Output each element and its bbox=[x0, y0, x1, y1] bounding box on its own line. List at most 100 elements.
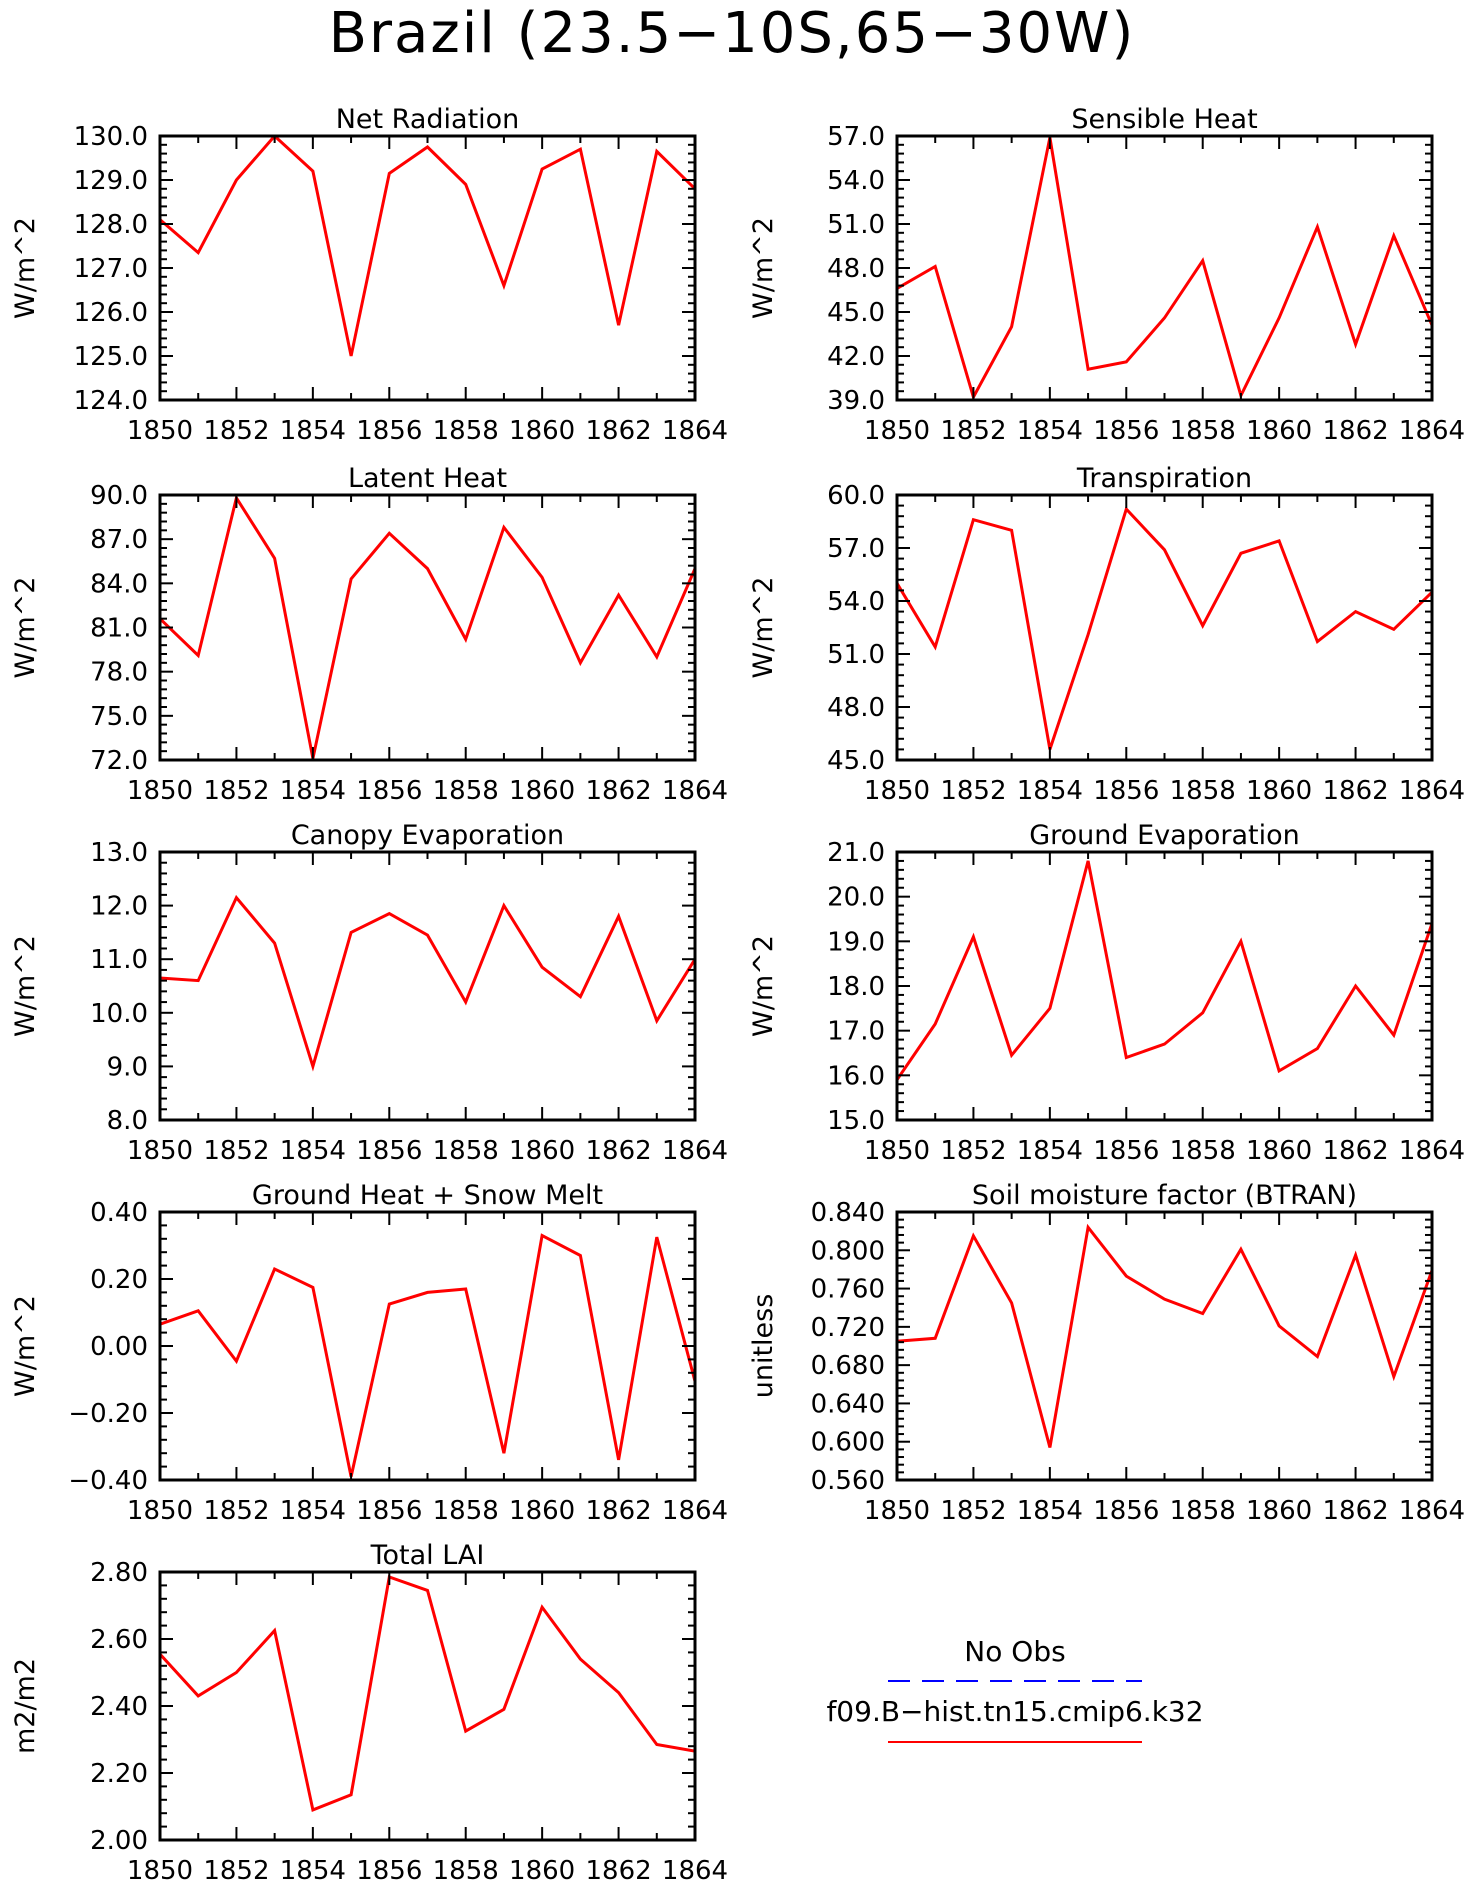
y-tick-label: 15.0 bbox=[827, 1106, 885, 1136]
panel-title: Ground Heat + Snow Melt bbox=[252, 1180, 603, 1211]
y-axis-label: W/m^2 bbox=[10, 217, 41, 319]
x-tick-label: 1854 bbox=[280, 1136, 346, 1166]
y-tick-label: 13.0 bbox=[90, 838, 148, 868]
y-tick-label: 78.0 bbox=[90, 658, 148, 688]
y-tick-label: 124.0 bbox=[74, 386, 148, 416]
y-tick-label: 8.0 bbox=[107, 1106, 148, 1136]
y-axis-label: W/m^2 bbox=[10, 935, 41, 1037]
y-axis-label: m2/m2 bbox=[10, 1658, 41, 1754]
x-tick-label: 1852 bbox=[940, 416, 1006, 446]
x-tick-label: 1850 bbox=[127, 1856, 193, 1886]
x-tick-label: 1852 bbox=[940, 1496, 1006, 1526]
panel-title: Latent Heat bbox=[348, 463, 507, 494]
panel-title: Net Radiation bbox=[336, 104, 520, 135]
panels: 1850 1852 1854 1856 1858 1860 1862 1864 124.0 125… bbox=[10, 104, 1465, 1886]
y-tick-label: −0.40 bbox=[68, 1466, 148, 1496]
panel-title: Sensible Heat bbox=[1071, 104, 1257, 135]
x-tick-label: 1852 bbox=[203, 1136, 269, 1166]
x-tick-label: 1854 bbox=[1017, 776, 1083, 806]
x-tick-label: 1852 bbox=[940, 776, 1006, 806]
y-tick-label: 0.720 bbox=[811, 1313, 885, 1343]
x-tick-label: 1862 bbox=[585, 416, 651, 446]
x-tick-label: 1854 bbox=[280, 776, 346, 806]
y-tick-label: 130.0 bbox=[74, 122, 148, 152]
y-tick-label: −0.20 bbox=[68, 1399, 148, 1429]
panel-title: Transpiration bbox=[1076, 463, 1252, 494]
plot-frame bbox=[158, 850, 697, 1122]
x-tick-label: 1850 bbox=[127, 416, 193, 446]
x-tick-label: 1864 bbox=[662, 1136, 728, 1166]
x-tick-label: 1858 bbox=[433, 1136, 499, 1166]
y-tick-label: 48.0 bbox=[827, 254, 885, 284]
legend-obs-label: No Obs bbox=[964, 1635, 1065, 1668]
x-tick-label: 1856 bbox=[1093, 1496, 1159, 1526]
x-tick-label: 1850 bbox=[127, 1136, 193, 1166]
x-tick-label: 1858 bbox=[1170, 776, 1236, 806]
x-tick-label: 1852 bbox=[203, 776, 269, 806]
y-tick-label: 2.80 bbox=[90, 1558, 148, 1588]
y-tick-label: 42.0 bbox=[827, 342, 885, 372]
x-tick-label: 1854 bbox=[1017, 416, 1083, 446]
x-tick-label: 1864 bbox=[1399, 776, 1465, 806]
y-tick-label: 125.0 bbox=[74, 342, 148, 372]
x-tick-label: 1850 bbox=[864, 1136, 930, 1166]
x-tick-label: 1860 bbox=[509, 776, 575, 806]
y-tick-label: 0.560 bbox=[811, 1466, 885, 1496]
panel-8: 1850 1852 1854 1856 1858 1860 1862 1864 0.560 0.6… bbox=[748, 1180, 1465, 1526]
x-tick-label: 1862 bbox=[1322, 776, 1388, 806]
y-axis-label: W/m^2 bbox=[748, 935, 779, 1037]
x-tick-label: 1864 bbox=[662, 416, 728, 446]
y-tick-label: 20.0 bbox=[827, 883, 885, 913]
x-tick-label: 1856 bbox=[356, 1856, 422, 1886]
series-line bbox=[160, 894, 695, 1072]
y-tick-label: 9.0 bbox=[107, 1052, 148, 1082]
panel-6: 1850 1852 1854 1856 1858 1860 1862 1864 15.0 16.0… bbox=[748, 820, 1465, 1166]
x-tick-label: 1864 bbox=[1399, 1496, 1465, 1526]
x-tick-label: 1852 bbox=[940, 1136, 1006, 1166]
x-tick-label: 1862 bbox=[585, 1856, 651, 1886]
y-tick-label: 45.0 bbox=[827, 746, 885, 776]
x-tick-label: 1852 bbox=[203, 1496, 269, 1526]
y-tick-label: 2.40 bbox=[90, 1692, 148, 1722]
y-tick-label: 39.0 bbox=[827, 386, 885, 416]
y-tick-label: 128.0 bbox=[74, 210, 148, 240]
panel-1: 1850 1852 1854 1856 1858 1860 1862 1864 124.0 125… bbox=[10, 104, 728, 446]
plot-frame bbox=[895, 493, 1434, 762]
x-tick-label: 1854 bbox=[280, 416, 346, 446]
x-tick-label: 1856 bbox=[356, 1496, 422, 1526]
x-tick-label: 1852 bbox=[203, 416, 269, 446]
x-tick-label: 1864 bbox=[1399, 416, 1465, 446]
y-tick-label: 16.0 bbox=[827, 1061, 885, 1091]
figure-title: Brazil (23.5−10S,65−30W) bbox=[329, 1, 1136, 66]
panel-title: Total LAI bbox=[370, 1540, 485, 1571]
series-line bbox=[897, 860, 1432, 1081]
y-axis-label: W/m^2 bbox=[748, 577, 779, 679]
y-tick-label: 17.0 bbox=[827, 1017, 885, 1047]
x-tick-label: 1850 bbox=[864, 416, 930, 446]
y-tick-label: 127.0 bbox=[74, 254, 148, 284]
y-tick-label: 2.60 bbox=[90, 1625, 148, 1655]
y-axis-label: unitless bbox=[748, 1294, 779, 1399]
panel-7: 1850 1852 1854 1856 1858 1860 1862 1864 −0.40 −0.… bbox=[10, 1180, 728, 1526]
plot-frame bbox=[895, 134, 1434, 402]
y-axis-label: W/m^2 bbox=[748, 217, 779, 319]
y-tick-label: 0.640 bbox=[811, 1389, 885, 1419]
y-tick-label: 54.0 bbox=[827, 587, 885, 617]
y-tick-label: 12.0 bbox=[90, 892, 148, 922]
y-tick-label: 0.00 bbox=[90, 1332, 148, 1362]
y-tick-label: 57.0 bbox=[827, 534, 885, 564]
x-tick-label: 1858 bbox=[1170, 416, 1236, 446]
y-tick-label: 21.0 bbox=[827, 838, 885, 868]
y-tick-label: 2.00 bbox=[90, 1826, 148, 1856]
y-axis-label: W/m^2 bbox=[10, 577, 41, 679]
x-tick-label: 1850 bbox=[864, 776, 930, 806]
x-tick-label: 1854 bbox=[280, 1856, 346, 1886]
x-tick-label: 1860 bbox=[509, 1136, 575, 1166]
y-tick-label: 18.0 bbox=[827, 972, 885, 1002]
x-tick-label: 1862 bbox=[1322, 1136, 1388, 1166]
x-tick-label: 1858 bbox=[1170, 1136, 1236, 1166]
x-tick-label: 1856 bbox=[1093, 1136, 1159, 1166]
y-tick-label: 129.0 bbox=[74, 166, 148, 196]
panel-5: 1850 1852 1854 1856 1858 1860 1862 1864 8.0 9.0 10… bbox=[10, 820, 728, 1166]
